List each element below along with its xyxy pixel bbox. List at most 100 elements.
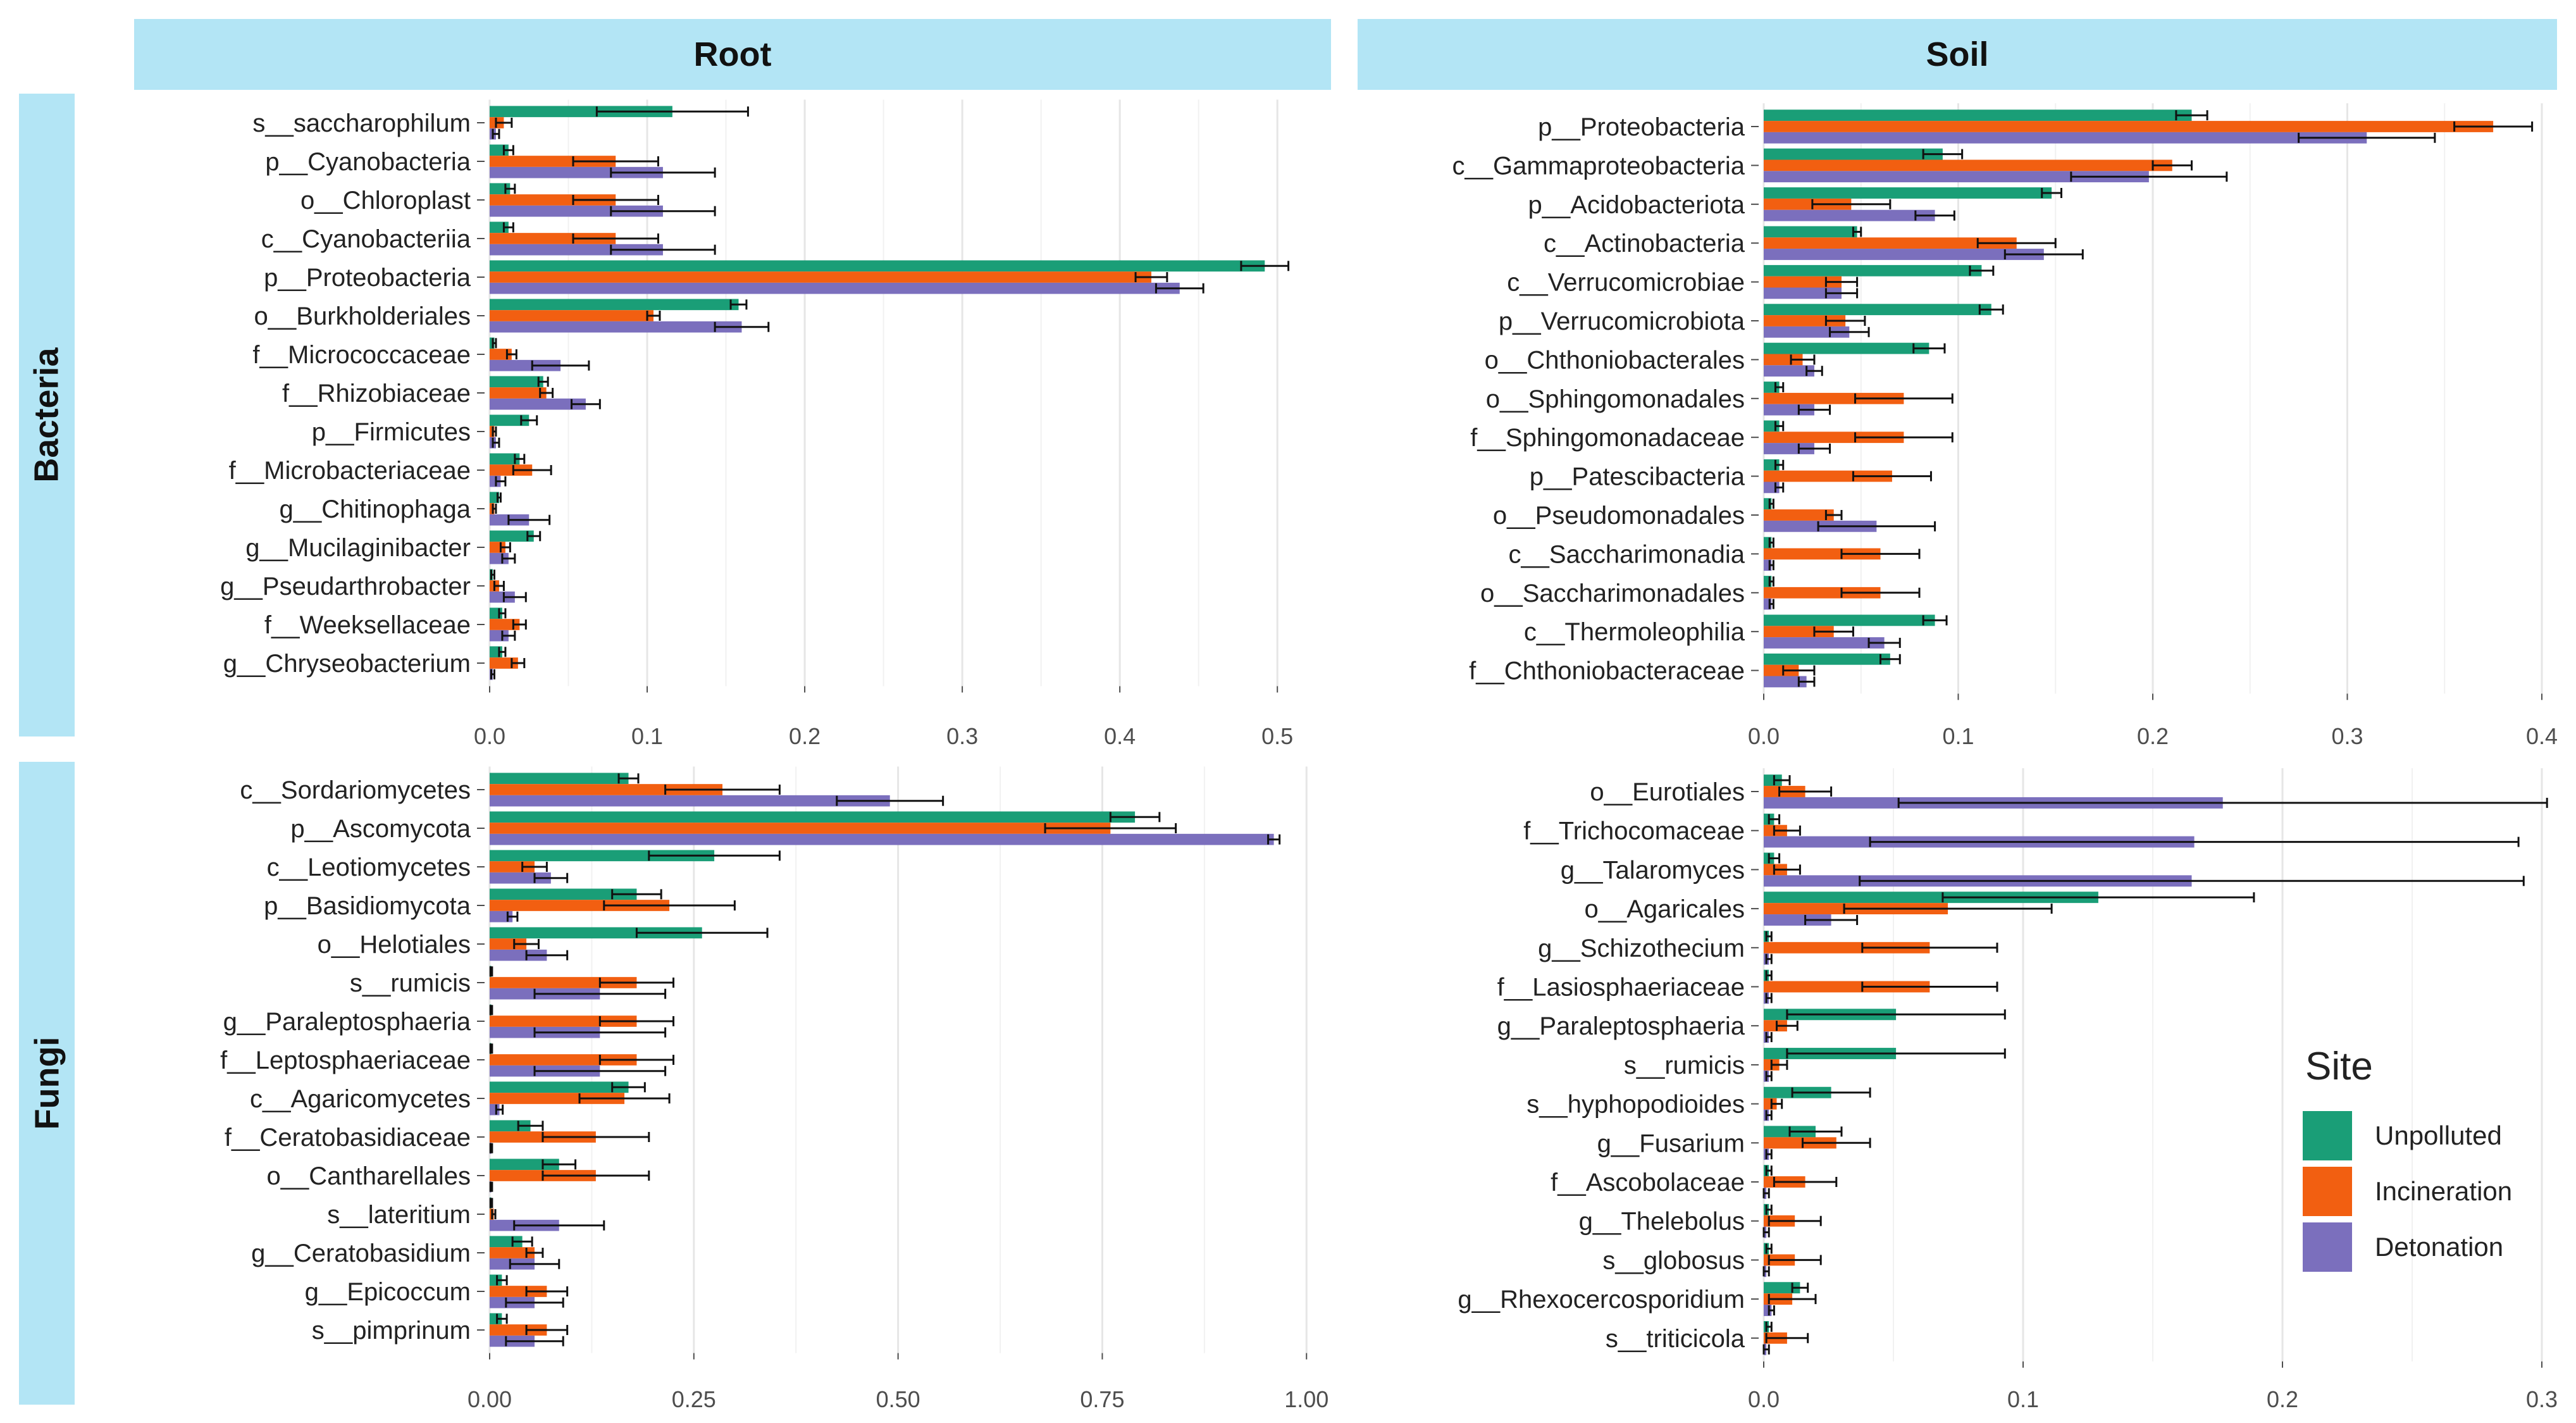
bar-detonation-c-leotiomycetes <box>490 872 551 884</box>
panel-1: 0.0 0.1 0.2 0.3 0.4 0.5 s__saccharophilum p__Cy… <box>220 99 1293 749</box>
y-label-g-rhexocercosporidium: g__Rhexocercosporidium <box>1458 1286 1745 1314</box>
y-label-s-triticicola: s__triticicola <box>1606 1325 1745 1353</box>
y-label-f-chthoniobacteraceae: f__Chthoniobacteraceae <box>1469 657 1745 685</box>
bar-unpolluted-g-rhexocercosporidium <box>1764 1282 1800 1294</box>
bar-incineration-c-saccharimonadia <box>1764 548 1881 560</box>
y-label-g-chryseobacterium: g__Chryseobacterium <box>223 650 471 678</box>
bar-unpolluted-o-burkholderiales <box>490 299 739 311</box>
x-tick-label: 0.2 <box>2137 723 2169 749</box>
bar-incineration-p-acidobacteriota <box>1764 198 1852 210</box>
bar-incineration-o-burkholderiales <box>490 310 653 321</box>
strip-soil-label: Soil <box>1926 35 1989 73</box>
x-tick-label: 0.5 <box>1261 723 1293 749</box>
bar-detonation-p-proteobacteria <box>1764 132 2367 144</box>
bar-unpolluted-p-acidobacteriota <box>1764 187 2052 199</box>
y-label-f-leptosphaeriaceae: f__Leptosphaeriaceae <box>220 1047 471 1074</box>
x-tick-label: 0.2 <box>2267 1386 2298 1412</box>
y-label-o-eurotiales: o__Eurotiales <box>1590 778 1745 806</box>
x-tick-label: 0.0 <box>1748 1386 1780 1412</box>
bar-detonation-p-cyanobacteria <box>490 166 663 178</box>
bar-incineration-p-cyanobacteria <box>490 156 616 167</box>
y-label-f-ascobolaceae: f__Ascobolaceae <box>1551 1169 1745 1196</box>
y-label-o-saccharimonadales: o__Saccharimonadales <box>1480 580 1745 607</box>
bar-incineration-g-epicoccum <box>490 1286 547 1297</box>
bar-detonation-o-agaricales <box>1764 914 1831 926</box>
x-tick-label: 0.25 <box>672 1386 716 1412</box>
bar-incineration-s-hyphopodioides <box>1764 1098 1777 1110</box>
bar-incineration-g-paraleptosphaeria <box>1764 1020 1787 1032</box>
x-tick-label: 0.3 <box>2526 1386 2558 1412</box>
bar-incineration-p-verrucomicrobiota <box>1764 315 1846 326</box>
y-label-g-schizothecium: g__Schizothecium <box>1538 935 1745 962</box>
bar-unpolluted-f-chthoniobacteraceae <box>1764 653 1890 665</box>
strip-root-label: Root <box>693 35 772 73</box>
bar-unpolluted-p-firmicutes <box>490 414 529 426</box>
bar-unpolluted-c-sordariomycetes <box>490 773 629 785</box>
y-label-c-sordariomycetes: c__Sordariomycetes <box>240 776 471 804</box>
y-label-c-agaricomycetes: c__Agaricomycetes <box>250 1085 471 1113</box>
bar-unpolluted-c-actinobacteria <box>1764 226 1857 238</box>
bar-incineration-o-chthoniobacterales <box>1764 354 1803 366</box>
bar-incineration-o-saccharimonadales <box>1764 587 1881 599</box>
strip-fungi: Fungi <box>19 762 75 1405</box>
bar-unpolluted-f-rhizobiaceae <box>490 376 543 388</box>
bar-incineration-o-sphingomonadales <box>1764 392 1904 404</box>
y-label-f-weeksellaceae: f__Weeksellaceae <box>264 611 471 639</box>
panel-4: 0.0 0.1 0.2 0.3 o__Eurotiales f__Trichocomace… <box>1458 768 2558 1412</box>
legend-key-unpolluted <box>2303 1111 2352 1160</box>
bar-incineration-c-agaricomycetes <box>490 1093 625 1104</box>
y-label-o-cantharellales: o__Cantharellales <box>267 1162 471 1190</box>
legend: Site Unpolluted Incineration Detonation <box>2303 1044 2512 1275</box>
y-label-f-ceratobasidiaceae: f__Ceratobasidiaceae <box>225 1124 471 1152</box>
y-label-c-leotiomycetes: c__Leotiomycetes <box>267 854 471 881</box>
y-label-p-ascomycota: p__Ascomycota <box>290 815 471 843</box>
bar-detonation-p-ascomycota <box>490 833 1274 845</box>
strip-bacteria: Bacteria <box>19 94 75 736</box>
bar-incineration-g-ceratobasidium <box>490 1247 535 1258</box>
panel-3: 0.00 0.25 0.50 0.75 1.00 c__Sordariomycetes p_… <box>220 766 1328 1412</box>
bar-detonation-c-sordariomycetes <box>490 795 890 807</box>
legend-key-detonation <box>2303 1222 2352 1272</box>
bar-unpolluted-o-helotiales <box>490 927 702 939</box>
y-label-g-talaromyces: g__Talaromyces <box>1561 856 1745 884</box>
bar-incineration-c-gammaproteobacteria <box>1764 159 2172 171</box>
bar-incineration-f-chthoniobacteraceae <box>1764 664 1799 676</box>
bar-incineration-o-helotiales <box>490 938 527 950</box>
bar-incineration-p-proteobacteria <box>490 271 1151 283</box>
bar-unpolluted-o-chthoniobacterales <box>1764 342 1929 354</box>
bar-incineration-f-lasiosphaeriaceae <box>1764 981 1930 993</box>
y-label-o-helotiales: o__Helotiales <box>318 931 471 959</box>
bar-detonation-c-cyanobacteriia <box>490 244 663 256</box>
y-label-o-sphingomonadales: o__Sphingomonadales <box>1486 385 1745 413</box>
bar-detonation-f-micrococcaceae <box>490 359 561 371</box>
bar-incineration-o-chloroplast <box>490 194 616 206</box>
bar-incineration-p-proteobacteria <box>1764 121 2494 132</box>
bar-incineration-s-pimprinum <box>490 1324 547 1336</box>
x-tick-label: 0.4 <box>2526 723 2558 749</box>
y-label-g-paraleptosphaeria: g__Paraleptosphaeria <box>223 1008 471 1036</box>
bar-detonation-f-sphingomonadaceae <box>1764 443 1814 454</box>
legend-item-incineration: Incineration <box>2303 1164 2512 1219</box>
bar-incineration-f-weeksellaceae <box>490 619 520 630</box>
x-tick-label: 0.1 <box>2007 1386 2039 1412</box>
x-tick-label: 0.0 <box>1748 723 1780 749</box>
bar-incineration-p-patescibacteria <box>1764 470 1892 482</box>
x-tick-label: 0.75 <box>1080 1386 1124 1412</box>
bar-incineration-c-leotiomycetes <box>490 861 535 873</box>
y-label-o-chloroplast: o__Chloroplast <box>300 187 471 214</box>
y-label-p-acidobacteriota: p__Acidobacteriota <box>1528 191 1745 219</box>
y-label-p-basidiomycota: p__Basidiomycota <box>264 892 471 920</box>
x-tick-label: 0.2 <box>789 723 820 749</box>
bar-incineration-g-fusarium <box>1764 1137 1836 1149</box>
y-label-c-verrucomicrobiae: c__Verrucomicrobiae <box>1507 269 1745 297</box>
bar-detonation-p-verrucomicrobiota <box>1764 326 1850 338</box>
bar-unpolluted-f-ceratobasidiaceae <box>490 1120 531 1132</box>
x-tick-label: 1.00 <box>1284 1386 1328 1412</box>
bar-unpolluted-g-mucilaginibacter <box>490 530 534 542</box>
bar-incineration-f-sphingomonadaceae <box>1764 432 1904 444</box>
legend-item-unpolluted: Unpolluted <box>2303 1108 2512 1164</box>
bar-incineration-c-actinobacteria <box>1764 237 2017 249</box>
bar-detonation-g-pseudarthrobacter <box>490 591 515 603</box>
y-label-p-cyanobacteria: p__Cyanobacteria <box>265 148 471 176</box>
legend-label-detonation: Detonation <box>2375 1232 2504 1262</box>
